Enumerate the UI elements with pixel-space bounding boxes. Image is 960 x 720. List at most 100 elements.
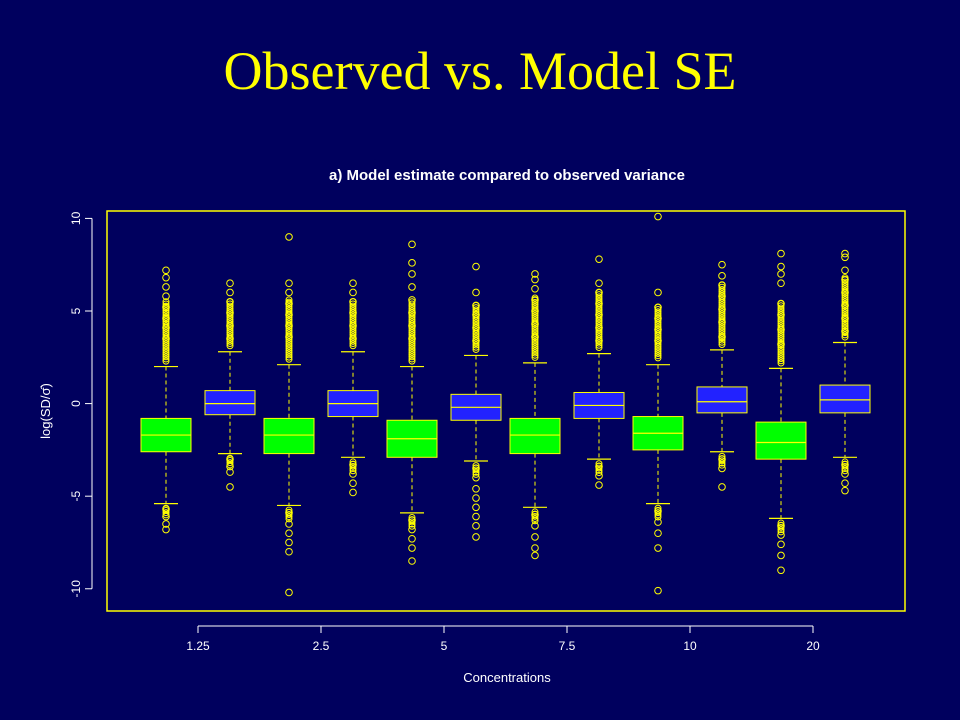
outlier-point	[777, 299, 785, 308]
outlier-point	[285, 318, 293, 326]
box-green-1	[263, 233, 315, 597]
outlier-point	[654, 336, 662, 345]
outlier-point	[285, 513, 293, 521]
box-blue-4	[696, 260, 748, 491]
outlier-point	[285, 307, 293, 315]
outlier-point	[654, 352, 662, 360]
outlier-point	[349, 326, 357, 334]
outlier-point	[777, 262, 785, 271]
outlier-point	[531, 349, 539, 357]
outlier-point	[777, 315, 785, 323]
y-axis-label: log(SD/σ̂)	[38, 383, 53, 439]
outlier-point	[349, 458, 357, 466]
plot-frame	[106, 210, 906, 612]
outlier-point	[472, 473, 480, 482]
outlier-point	[718, 305, 726, 313]
outlier-point	[841, 479, 849, 488]
outlier-point	[162, 298, 170, 306]
outlier-point	[472, 319, 480, 327]
outlier-point	[162, 334, 170, 343]
outlier-point	[531, 515, 539, 523]
outlier-point	[718, 272, 726, 280]
outlier-point	[162, 311, 170, 319]
outlier-point	[531, 551, 539, 560]
outlier-point	[285, 299, 293, 308]
iqr-box	[755, 421, 807, 460]
outlier-point	[285, 342, 293, 350]
outlier-point	[162, 348, 170, 356]
outlier-point	[841, 465, 849, 473]
outlier-point	[531, 323, 539, 331]
outlier-point	[349, 279, 357, 288]
outlier-point	[162, 337, 170, 345]
outlier-point	[777, 352, 785, 360]
outlier-point	[777, 335, 785, 343]
outlier-point	[531, 284, 539, 293]
outlier-point	[595, 481, 603, 489]
outlier-point	[654, 330, 662, 338]
outlier-point	[285, 288, 293, 297]
outlier-point	[531, 522, 539, 530]
outlier-point	[162, 512, 170, 521]
outlier-point	[718, 340, 726, 348]
outlier-point	[654, 323, 662, 331]
outlier-point	[408, 304, 416, 312]
outlier-point	[841, 301, 849, 310]
outlier-point	[718, 325, 726, 333]
outlier-point	[472, 262, 480, 271]
outlier-point	[595, 472, 603, 480]
outlier-point	[595, 255, 603, 263]
outlier-point	[408, 516, 416, 525]
chart-title: a) Model estimate compared to observed v…	[329, 167, 685, 184]
outlier-point	[595, 336, 603, 345]
outlier-point	[285, 353, 293, 361]
outlier-point	[162, 323, 170, 332]
outlier-point	[162, 353, 170, 361]
outlier-point	[718, 260, 726, 269]
outlier-point	[408, 340, 416, 348]
outlier-point	[349, 340, 357, 348]
outlier-point	[531, 320, 539, 328]
outlier-point	[595, 341, 603, 349]
outlier-point	[654, 347, 662, 355]
x-tick-label: 7.5	[559, 639, 576, 653]
outlier-point	[531, 329, 539, 337]
outlier-point	[472, 336, 480, 345]
outlier-point	[285, 506, 293, 514]
outlier-point	[285, 529, 293, 538]
outlier-point	[472, 332, 480, 340]
outlier-point	[595, 319, 603, 327]
outlier-point	[408, 557, 416, 565]
outlier-point	[408, 337, 416, 345]
outlier-point	[654, 529, 662, 538]
outlier-point	[718, 314, 726, 322]
outlier-point	[654, 212, 662, 221]
outlier-point	[162, 307, 170, 315]
outlier-point	[841, 314, 849, 323]
outlier-point	[349, 337, 357, 345]
outlier-point	[531, 353, 539, 361]
outlier-point	[718, 464, 726, 473]
outlier-point	[841, 320, 849, 328]
outlier-point	[841, 298, 849, 306]
outlier-point	[777, 322, 785, 330]
outlier-point	[595, 310, 603, 319]
outlier-point	[285, 344, 293, 352]
outlier-point	[595, 323, 603, 332]
y-tick-label: 0	[69, 400, 83, 407]
outlier-point	[408, 283, 416, 291]
outlier-point	[654, 319, 662, 327]
outlier-point	[408, 513, 416, 521]
outlier-point	[531, 338, 539, 346]
box-green-3	[509, 270, 561, 560]
y-tick-label: 5	[69, 307, 83, 314]
outlier-point	[472, 323, 480, 332]
outlier-point	[349, 470, 357, 478]
outlier-point	[777, 355, 785, 363]
outlier-point	[777, 340, 785, 349]
outlier-point	[285, 588, 293, 597]
outlier-point	[472, 462, 480, 470]
outlier-point	[472, 306, 480, 314]
outlier-point	[408, 353, 416, 361]
